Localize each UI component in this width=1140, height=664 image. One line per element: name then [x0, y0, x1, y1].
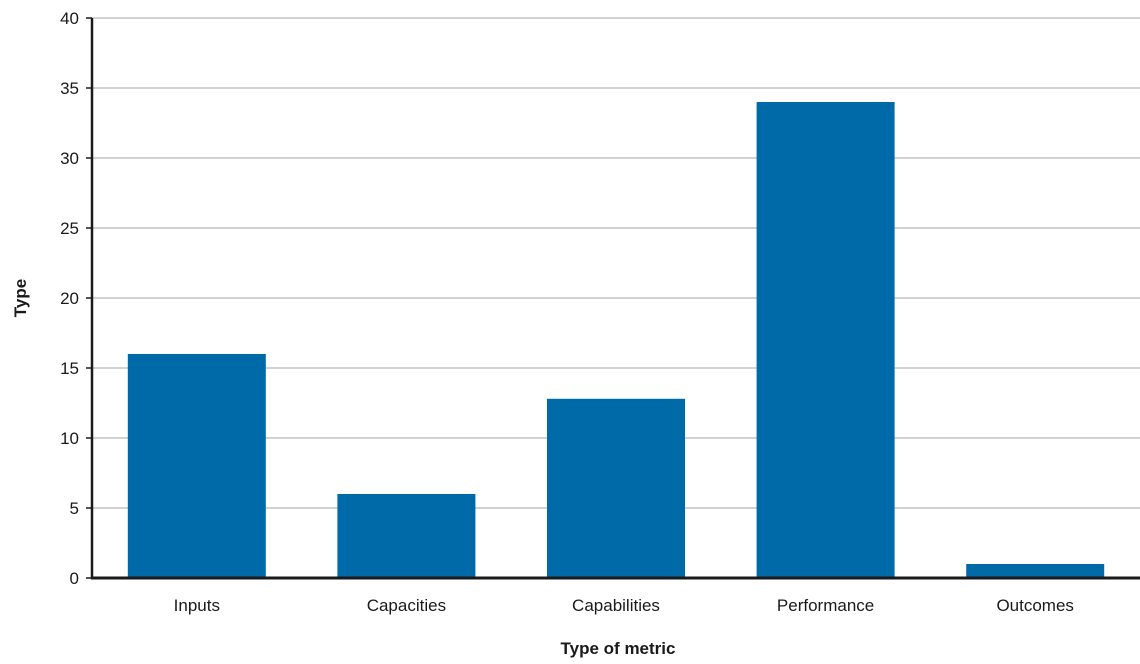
bar-performance — [756, 102, 895, 578]
x-tick-labels: Inputs Capacities Capabilities Performance O… — [174, 596, 1074, 615]
y-tick-label: 40 — [60, 9, 79, 28]
bar-outcomes — [966, 564, 1105, 578]
y-tick-label: 30 — [60, 149, 79, 168]
bars — [127, 102, 1105, 578]
y-tick-label: 35 — [60, 79, 79, 98]
bar-capabilities — [547, 398, 685, 578]
y-tick-label: 5 — [70, 499, 79, 518]
bar-inputs — [127, 354, 266, 578]
gridlines — [86, 17, 1140, 579]
y-tick-label: 10 — [60, 429, 79, 448]
x-axis-title: Type of metric — [561, 639, 676, 658]
x-tick-label: Outcomes — [996, 596, 1073, 615]
y-tick-label: 20 — [60, 289, 79, 308]
x-tick-label: Capacities — [367, 596, 446, 615]
y-axis-title: Type — [11, 279, 30, 317]
x-tick-label: Performance — [777, 596, 874, 615]
x-tick-label: Capabilities — [572, 596, 660, 615]
y-tick-label: 25 — [60, 219, 79, 238]
y-tick-label: 0 — [70, 569, 79, 588]
y-tick-label: 15 — [60, 359, 79, 378]
bar-capacities — [337, 494, 476, 578]
x-tick-label: Inputs — [174, 596, 220, 615]
y-tick-labels: 0 5 10 15 20 25 30 35 40 — [60, 9, 79, 588]
